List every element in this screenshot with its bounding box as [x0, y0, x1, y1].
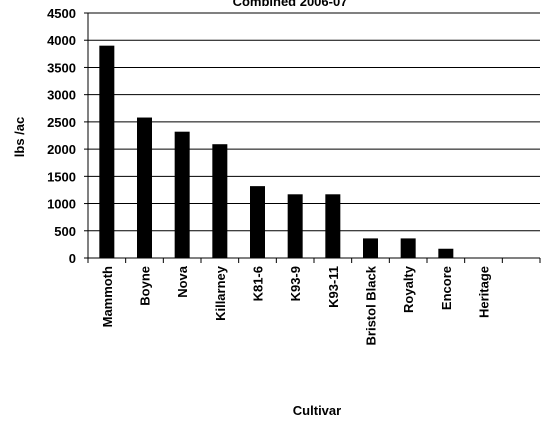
x-tick-label: Encore [439, 266, 454, 310]
x-tick-label: K93-9 [288, 266, 303, 301]
x-tick-label: Mammoth [100, 266, 115, 327]
bar-encore [438, 248, 454, 258]
y-tick-label: 2000 [47, 142, 76, 157]
x-tick-label: K81-6 [251, 266, 266, 301]
bar-k93-11 [325, 194, 341, 258]
bar-mammoth [99, 45, 115, 258]
gridlines [88, 12, 540, 259]
x-tick-label: K93-11 [326, 266, 341, 308]
x-tick-label: Royalty [401, 265, 416, 313]
x-tick-label: Nova [175, 265, 190, 298]
chart-title: Combined 2006-07 [233, 0, 348, 9]
bar-royalty [400, 238, 416, 258]
bar-boyne [137, 117, 152, 259]
y-tick-labels: 0 500 1000 1500 2000 2500 3000 3500 4000 4500 [47, 6, 88, 266]
bar-k81-6 [250, 186, 265, 258]
y-tick-label: 4000 [47, 33, 76, 48]
bar-nova [174, 131, 190, 258]
y-tick-label: 1000 [47, 197, 76, 212]
x-axis-label: Cultivar [293, 403, 341, 418]
y-tick-label: 500 [54, 224, 76, 239]
x-tick-label: Bristol Black [364, 265, 379, 345]
x-tick-label: Heritage [477, 266, 492, 318]
bar-k93-9 [287, 194, 303, 258]
y-axis-label: lbs /ac [12, 117, 27, 157]
x-tick-labels: Mammoth Boyne Nova Killarney K81-6 K93-9 K93-1… [87, 258, 541, 345]
y-tick-label: 0 [69, 251, 76, 266]
y-tick-label: 4500 [47, 6, 76, 21]
bar-killarney [212, 144, 228, 258]
y-tick-label: 2500 [47, 115, 76, 130]
x-tick-label: Killarney [213, 265, 228, 321]
y-tick-label: 3000 [47, 88, 76, 103]
bar-bristol-black [363, 238, 378, 258]
y-tick-label: 1500 [47, 169, 76, 184]
bars [99, 45, 454, 259]
y-tick-label: 3500 [47, 60, 76, 75]
x-tick-label: Boyne [138, 266, 153, 306]
